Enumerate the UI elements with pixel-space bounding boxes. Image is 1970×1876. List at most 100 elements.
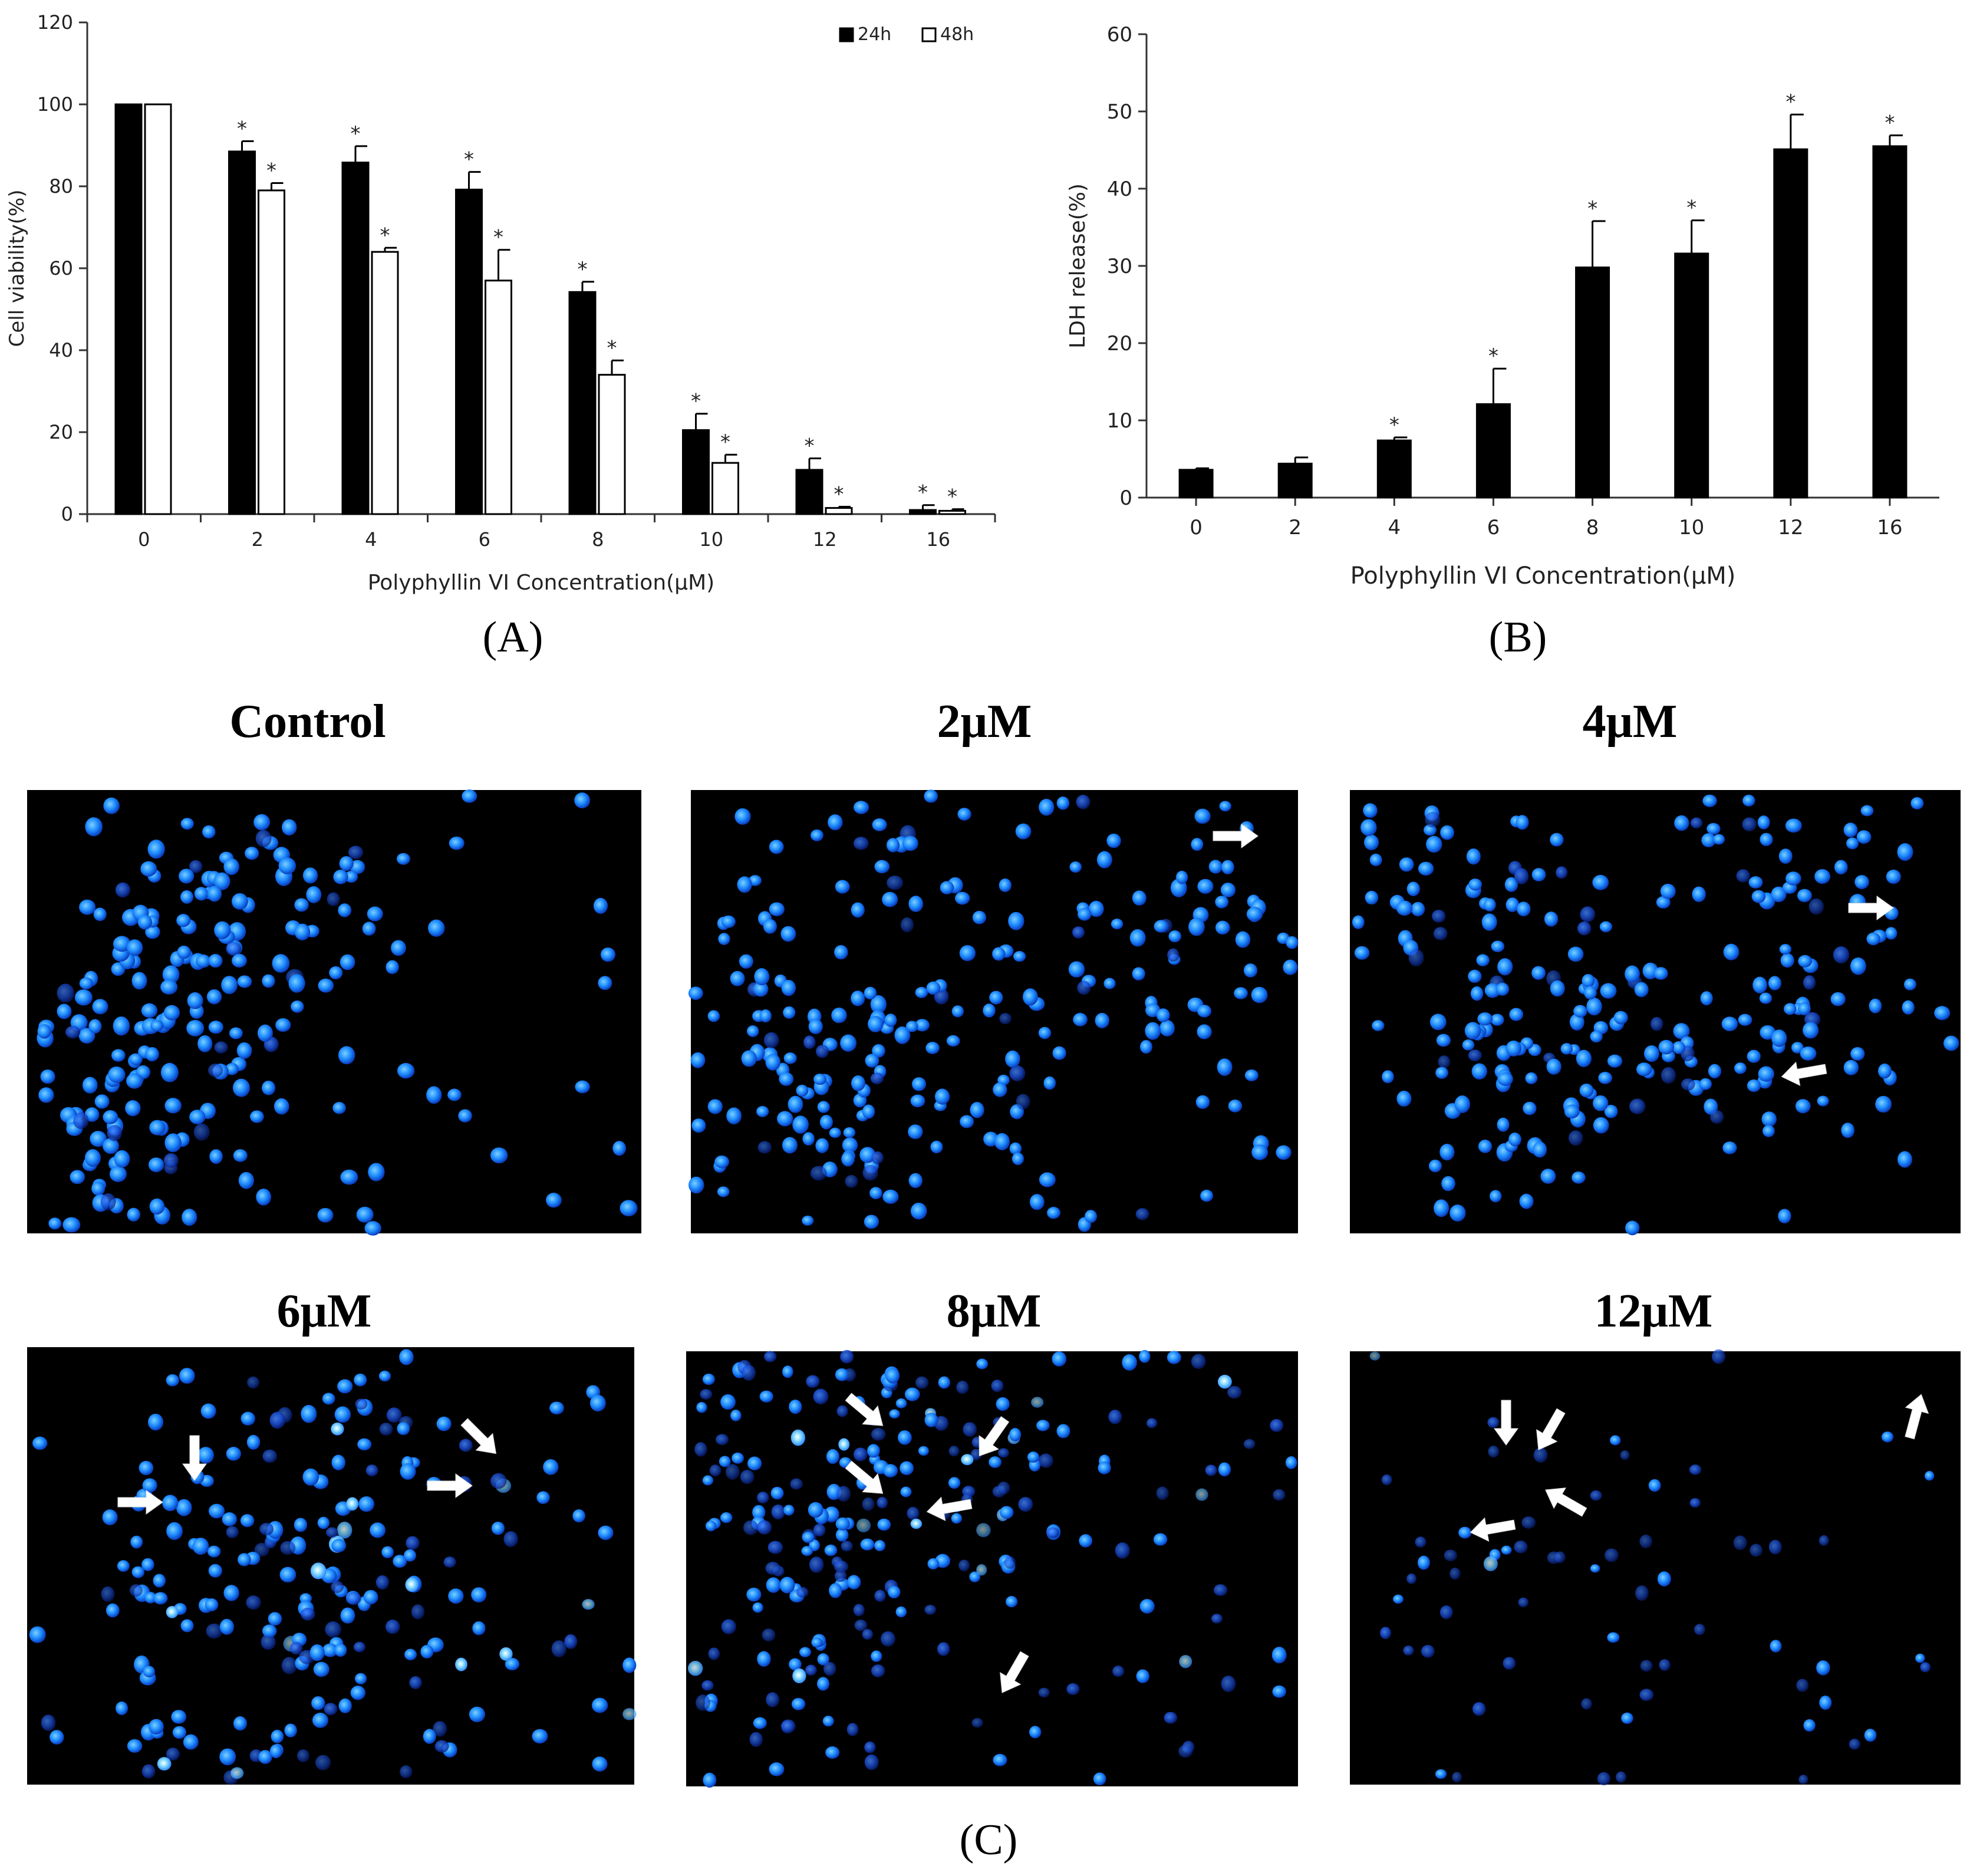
cell-nucleus <box>1590 1031 1603 1043</box>
arrow-shape <box>1848 896 1894 920</box>
cell-nucleus <box>840 1034 856 1052</box>
cell-nucleus <box>232 953 247 968</box>
cell-nucleus <box>291 1000 304 1013</box>
cell-nucleus <box>753 982 769 997</box>
cell-nucleus <box>208 953 223 968</box>
cell-nucleus <box>268 1612 282 1626</box>
x-tick-label: 6 <box>479 528 490 551</box>
cell-nucleus <box>325 1527 338 1538</box>
cell-nucleus <box>803 1035 816 1049</box>
cell-nucleus <box>582 1599 595 1610</box>
micrograph-title: 2μM <box>937 696 1032 748</box>
cell-nucleus <box>202 825 216 839</box>
cell-nucleus <box>834 1561 849 1573</box>
cell-nucleus <box>817 1653 829 1666</box>
cell-nucleus <box>843 1127 856 1138</box>
cell-nucleus <box>1778 848 1793 864</box>
cell-nucleus <box>103 1138 119 1154</box>
cell-nucleus <box>948 1446 960 1457</box>
cell-nucleus <box>1426 835 1442 853</box>
cell-nucleus <box>882 1189 899 1204</box>
cell-nucleus <box>802 1215 814 1226</box>
cell-nucleus <box>197 1035 213 1052</box>
arrow-shape <box>1905 1394 1929 1440</box>
cell-nucleus <box>1195 1488 1208 1501</box>
cell-nucleus <box>333 870 348 884</box>
cell-nucleus <box>315 1755 331 1770</box>
cell-nucleus <box>113 1016 130 1036</box>
cell-nucleus <box>207 886 222 902</box>
cell-nucleus <box>763 1032 779 1049</box>
cell-nucleus <box>1758 1066 1774 1082</box>
cell-nucleus <box>817 1677 830 1691</box>
cell-nucleus <box>1761 1111 1777 1127</box>
cell-nucleus <box>82 1077 98 1094</box>
cell-nucleus <box>223 1585 239 1601</box>
cell-nucleus <box>908 1173 923 1189</box>
cell-nucleus <box>65 1025 81 1039</box>
cell-nucleus <box>109 1166 127 1182</box>
cell-nucleus <box>960 1115 974 1128</box>
cell-nucleus <box>1005 1050 1020 1068</box>
cell-nucleus <box>208 1503 225 1519</box>
cell-nucleus <box>1518 1597 1529 1608</box>
white-arrow <box>1781 1061 1827 1086</box>
cell-nucleus <box>1006 1596 1018 1608</box>
cell-nucleus <box>269 1744 282 1759</box>
x-tick-label: 2 <box>252 528 263 551</box>
cell-nucleus <box>337 1521 353 1539</box>
cell-nucleus <box>1736 869 1750 883</box>
cell-nucleus <box>1194 808 1211 824</box>
cell-nucleus <box>115 882 131 898</box>
cell-nucleus <box>1795 1099 1811 1114</box>
cell-nucleus <box>462 789 477 803</box>
significance-star: * <box>1885 111 1895 135</box>
cell-nucleus <box>436 1416 452 1431</box>
cell-nucleus <box>1477 1012 1493 1026</box>
cell-nucleus <box>532 1729 548 1744</box>
cell-nucleus <box>1943 1035 1959 1051</box>
cell-nucleus <box>355 1398 368 1410</box>
cell-nucleus <box>915 1376 929 1389</box>
cell-nucleus <box>747 1025 759 1037</box>
cell-nucleus <box>1816 1660 1830 1676</box>
cell-nucleus <box>145 1046 159 1062</box>
micrograph-title: 8μM <box>947 1285 1042 1337</box>
cell-nucleus <box>783 1052 797 1064</box>
cell-nucleus <box>1605 1548 1619 1562</box>
cell-nucleus <box>874 1589 886 1602</box>
cell-nucleus <box>1015 823 1032 840</box>
cell-nucleus <box>90 1131 107 1147</box>
cell-nucleus <box>197 1447 214 1464</box>
cell-nucleus <box>754 968 770 986</box>
cell-nucleus <box>1768 976 1781 990</box>
cell-nucleus <box>1600 983 1617 999</box>
cell-nucleus <box>1509 1008 1524 1021</box>
cell-nucleus <box>1444 1549 1458 1562</box>
cell-nucleus <box>1178 1745 1193 1758</box>
white-arrow <box>182 1435 207 1481</box>
cell-nucleus <box>753 1717 767 1729</box>
cell-nucleus <box>764 1351 777 1362</box>
cell-nucleus <box>101 1586 115 1602</box>
cell-nucleus <box>505 1657 520 1671</box>
arrow-shape <box>1494 1400 1518 1446</box>
cell-nucleus <box>1471 1063 1487 1080</box>
cell-nucleus <box>166 1374 179 1387</box>
cell-nucleus <box>853 1447 868 1462</box>
cell-nucleus <box>743 1520 759 1535</box>
cell-nucleus <box>826 1449 839 1464</box>
cell-nucleus <box>1540 1169 1556 1184</box>
cell-nucleus <box>1516 815 1529 830</box>
cell-nucleus <box>1052 1046 1066 1060</box>
cell-nucleus <box>1483 1556 1498 1571</box>
cell-nucleus <box>1251 1144 1269 1160</box>
cell-nucleus <box>883 1464 898 1477</box>
cell-nucleus <box>1369 853 1382 867</box>
significance-star: * <box>947 485 957 509</box>
cell-nucleus <box>363 1589 378 1605</box>
cell-nucleus <box>271 1730 284 1743</box>
cell-nucleus <box>57 1003 72 1019</box>
cell-nucleus <box>1568 1130 1583 1146</box>
cell-nucleus <box>1234 987 1248 999</box>
